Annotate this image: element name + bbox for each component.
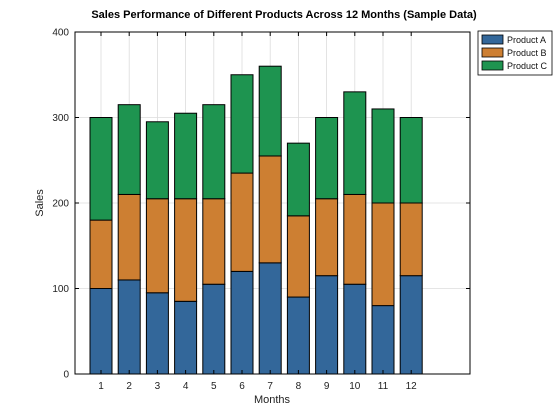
bar-product-a-month-12 — [399, 275, 423, 375]
bar-product-c-month-10 — [343, 91, 367, 195]
y-axis-label: Sales — [34, 189, 46, 217]
bar-product-a-month-5 — [202, 283, 226, 375]
bar-product-c-month-6 — [230, 74, 254, 174]
bar-product-c-month-3 — [145, 121, 169, 200]
x-tick-label: 2 — [126, 381, 132, 392]
bar-product-b-month-10 — [343, 193, 367, 285]
legend-label: Product C — [507, 61, 548, 71]
bar-product-b-month-6 — [230, 172, 254, 272]
bar-product-a-month-10 — [343, 283, 367, 375]
y-tick-label: 0 — [63, 370, 69, 381]
legend-swatch — [481, 60, 504, 71]
bar-product-b-month-2 — [117, 193, 141, 281]
x-tick-label: 11 — [378, 381, 389, 392]
bar-product-a-month-6 — [230, 270, 254, 375]
bar-product-b-month-7 — [258, 155, 282, 264]
bar-product-c-month-11 — [371, 108, 395, 204]
bar-product-a-month-3 — [145, 292, 169, 375]
y-tick-label: 400 — [52, 28, 69, 39]
x-tick-label: 9 — [324, 381, 330, 392]
legend-label: Product B — [507, 48, 547, 58]
bar-product-b-month-8 — [286, 215, 310, 298]
bar-product-c-month-8 — [286, 142, 310, 217]
legend: Product A Product B Product C — [477, 30, 553, 76]
bar-product-b-month-11 — [371, 202, 395, 307]
bar-product-c-month-12 — [399, 117, 423, 204]
x-axis-ticks: 1 2 3 4 5 6 7 8 9 10 11 12 — [98, 32, 417, 392]
bar-product-c-month-5 — [202, 104, 226, 200]
y-tick-label: 300 — [52, 113, 69, 124]
bar-product-a-month-11 — [371, 305, 395, 375]
bar-product-c-month-2 — [117, 104, 141, 195]
bar-product-a-month-7 — [258, 262, 282, 375]
bar-product-b-month-5 — [202, 198, 226, 285]
bar-product-b-month-1 — [89, 219, 113, 290]
bar-product-a-month-4 — [174, 300, 198, 375]
x-tick-label: 3 — [155, 381, 161, 392]
x-tick-label: 6 — [239, 381, 245, 392]
x-tick-label: 8 — [296, 381, 302, 392]
bar-product-c-month-7 — [258, 65, 282, 157]
x-tick-label: 5 — [211, 381, 217, 392]
bar-product-a-month-8 — [286, 296, 310, 375]
legend-label: Product A — [507, 35, 546, 45]
bar-product-c-month-1 — [89, 117, 113, 221]
y-tick-label: 100 — [52, 284, 69, 295]
legend-swatch — [481, 47, 504, 58]
bars — [89, 65, 423, 375]
bar-product-c-month-4 — [174, 112, 198, 200]
y-tick-label: 200 — [52, 199, 69, 210]
x-tick-label: 1 — [98, 381, 104, 392]
x-tick-label: 12 — [406, 381, 418, 392]
bar-product-b-month-9 — [315, 198, 339, 277]
bar-product-b-month-3 — [145, 198, 169, 294]
bar-product-b-month-4 — [174, 198, 198, 302]
x-tick-label: 7 — [267, 381, 273, 392]
chart-title: Sales Performance of Different Products … — [91, 9, 477, 21]
y-axis-ticks: 0 100 200 300 400 — [52, 28, 470, 381]
legend-swatch — [481, 34, 504, 45]
bar-product-c-month-9 — [315, 117, 339, 200]
x-tick-label: 10 — [349, 381, 361, 392]
bar-product-a-month-1 — [89, 288, 113, 375]
x-tick-label: 4 — [183, 381, 189, 392]
x-axis-label: Months — [254, 394, 291, 406]
bar-product-a-month-9 — [315, 275, 339, 375]
bar-product-b-month-12 — [399, 202, 423, 277]
bar-product-a-month-2 — [117, 279, 141, 375]
